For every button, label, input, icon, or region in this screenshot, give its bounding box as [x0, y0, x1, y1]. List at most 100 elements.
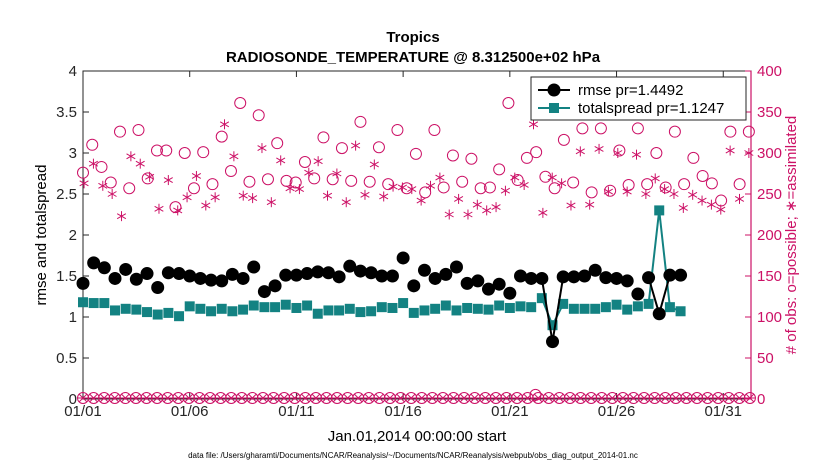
- rmse-point: [471, 274, 485, 288]
- rmse-point: [535, 271, 549, 285]
- obs-possible-point: [178, 147, 191, 159]
- obs-zero-assimilated-point: [586, 393, 597, 403]
- rmse-point: [567, 270, 581, 284]
- rmse-point: [215, 274, 229, 288]
- obs-zero-assimilated-point: [692, 393, 703, 403]
- obs-possible-point: [363, 175, 376, 188]
- obs-zero-assimilated-point: [723, 393, 734, 403]
- totalspread-point: [312, 308, 323, 319]
- obs-assimilated-point: [79, 178, 89, 189]
- obs-assimilated-point: [547, 172, 557, 183]
- obs-assimilated-point: [116, 211, 127, 222]
- totalspread-point: [334, 305, 345, 316]
- x-axis-label: Jan.01,2014 00:00:00 start: [328, 428, 507, 445]
- rmse-point: [375, 269, 389, 283]
- totalspread-point: [270, 302, 281, 313]
- x-axis: 01/01 01/06 01/11 01/16 01/21 01/26 01/31: [64, 71, 742, 420]
- obs-possible-point: [197, 146, 210, 159]
- obs-possible-point: [659, 181, 672, 194]
- rmse-point: [87, 256, 101, 270]
- totalspread-point: [526, 302, 537, 313]
- rmse-point: [236, 271, 250, 285]
- rmse-point: [247, 260, 261, 274]
- rmse-point: [663, 268, 677, 282]
- plot-area: [82, 70, 752, 400]
- totalspread-point: [163, 307, 174, 318]
- obs-assimilated-point: [407, 184, 417, 195]
- obs-zero-assimilated-point: [543, 393, 554, 403]
- obs-assimilated-point: [313, 156, 323, 167]
- rmse-point: [300, 267, 314, 281]
- obs-assimilated-point: [238, 190, 248, 201]
- rmse-point: [343, 259, 357, 273]
- obs-possible-point: [317, 131, 330, 144]
- rmse-point: [449, 260, 463, 274]
- totalspread-point: [152, 309, 163, 320]
- totalspread-point: [195, 303, 206, 314]
- rmse-point: [364, 266, 378, 280]
- obs-zero-assimilated-point: [141, 393, 152, 403]
- obs-possible-point: [354, 115, 367, 128]
- obs-assimilated-point: [126, 151, 136, 162]
- totalspread-point: [462, 302, 473, 313]
- totalspread-point: [611, 299, 622, 310]
- rmse-point: [599, 271, 613, 285]
- totalspread-point: [366, 306, 377, 317]
- totalspread-point: [216, 303, 227, 314]
- obs-possible-point: [650, 147, 663, 159]
- y-tick-label-right: 0: [757, 391, 765, 408]
- totalspread-point: [568, 303, 579, 314]
- obs-zero-assimilated-point: [342, 393, 353, 403]
- obs-assimilated-point: [528, 119, 539, 130]
- obs-possible-point: [243, 175, 256, 188]
- obs-zero-assimilated-point: [480, 393, 491, 403]
- obs-zero-assimilated-point: [310, 393, 321, 403]
- obs-zero-assimilated-point: [649, 393, 660, 403]
- obs-assimilated-point: [454, 193, 464, 204]
- obs-possible-point: [372, 141, 385, 154]
- obs-possible-point: [298, 156, 311, 169]
- obs-possible-point: [493, 163, 506, 176]
- totalspread-point: [131, 304, 142, 315]
- rmse-point: [396, 251, 410, 265]
- obs-possible-point: [160, 144, 173, 157]
- obs-assimilated-point: [566, 200, 576, 211]
- obs-possible-point: [742, 125, 755, 138]
- totalspread-point: [419, 305, 430, 316]
- totalspread-point: [494, 300, 505, 311]
- rmse-point: [289, 268, 303, 282]
- obs-assimilated-point: [341, 197, 351, 208]
- obs-possible-point: [641, 178, 654, 191]
- obs-zero-assimilated-point: [713, 393, 724, 403]
- y-tick-label-right: 100: [757, 309, 782, 326]
- rmse-point: [332, 270, 346, 284]
- totalspread-point: [248, 300, 259, 311]
- obs-assimilated-point: [425, 180, 436, 191]
- rmse-point: [257, 285, 271, 299]
- rmse-point: [481, 282, 495, 296]
- totalspread-point: [430, 303, 441, 314]
- totalspread-point: [376, 302, 387, 313]
- obs-assimilated-point: [706, 199, 717, 210]
- obs-possible-point: [724, 125, 737, 138]
- obs-zero-assimilated-point: [395, 393, 406, 403]
- obs-possible-point: [215, 130, 228, 143]
- obs-assimilated-point: [360, 189, 370, 200]
- obs-possible-point: [150, 144, 163, 157]
- rmse-point: [151, 280, 165, 294]
- obs-assimilated-point: [519, 179, 529, 190]
- obs-possible-point: [234, 96, 247, 109]
- totalspread-point: [515, 301, 526, 312]
- obs-assimilated-point: [322, 190, 333, 201]
- obs-assimilated-point: [603, 186, 614, 197]
- obs-assimilated-point: [173, 205, 183, 216]
- obs-zero-assimilated-point: [268, 393, 279, 403]
- obs-assimilated-point: [294, 184, 305, 195]
- obs-zero-assimilated-point: [670, 393, 681, 403]
- obs-possible-point: [529, 388, 542, 401]
- x-tick-label: 01/26: [598, 403, 636, 420]
- obs-assimilated-point: [379, 191, 389, 202]
- obs-zero-assimilated-point: [226, 393, 237, 403]
- totalspread-point: [174, 311, 185, 322]
- obs-possible-point: [446, 149, 459, 162]
